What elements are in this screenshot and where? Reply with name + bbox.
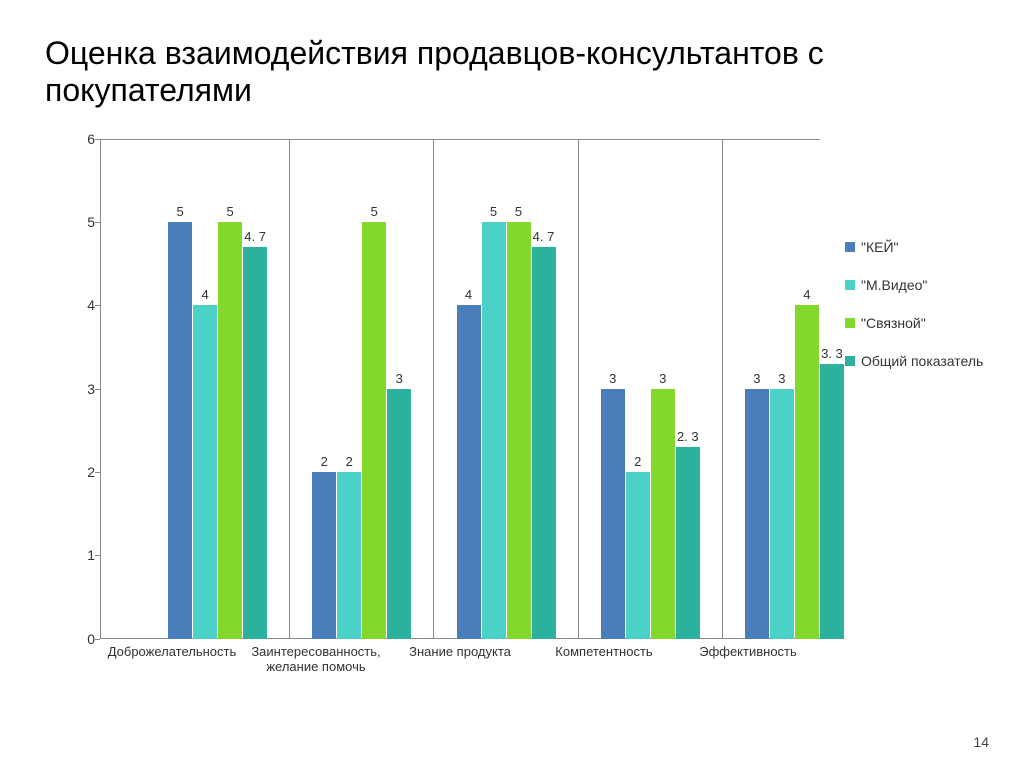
bar-group: 3232. 3 xyxy=(579,139,723,639)
bar-value-label: 2 xyxy=(634,454,641,469)
bar: 4 xyxy=(795,305,819,638)
bar: 5 xyxy=(482,222,506,639)
bar: 3 xyxy=(651,389,675,639)
bar: 3 xyxy=(745,389,769,639)
bar-value-label: 3 xyxy=(753,371,760,386)
bar-value-label: 3 xyxy=(396,371,403,386)
bar: 4. 7 xyxy=(243,247,267,639)
y-tick-label: 2 xyxy=(55,464,95,480)
legend-swatch xyxy=(845,356,855,366)
bar: 4. 7 xyxy=(532,247,556,639)
bar-value-label: 2 xyxy=(346,454,353,469)
bar-group: 2253 xyxy=(290,139,434,639)
bar-value-label: 5 xyxy=(515,204,522,219)
bar-group: 5454. 7 xyxy=(146,139,290,639)
bar: 4 xyxy=(457,305,481,638)
bar-group: 4554. 7 xyxy=(434,139,578,639)
y-tick-mark xyxy=(95,639,100,640)
legend-label: "М.Видео" xyxy=(861,277,927,293)
legend: "КЕЙ" "М.Видео" "Связной" Общий показатель xyxy=(845,239,1005,391)
bar-value-label: 4 xyxy=(803,287,810,302)
bar-value-label: 5 xyxy=(371,204,378,219)
legend-item: Общий показатель xyxy=(845,353,1005,369)
bar-value-label: 2. 3 xyxy=(677,429,699,444)
bar: 2. 3 xyxy=(676,447,700,639)
bar-value-label: 2 xyxy=(321,454,328,469)
bar-value-label: 3. 3 xyxy=(821,346,843,361)
bar-chart: 0123456 5454. 722534554. 73232. 33343. 3… xyxy=(55,139,975,699)
bar: 2 xyxy=(626,472,650,639)
legend-label: "Связной" xyxy=(861,315,926,331)
y-tick-label: 3 xyxy=(55,381,95,397)
bar: 5 xyxy=(362,222,386,639)
legend-item: "Связной" xyxy=(845,315,1005,331)
y-tick-label: 1 xyxy=(55,547,95,563)
bar: 5 xyxy=(168,222,192,639)
page-title: Оценка взаимодействия продавцов-консульт… xyxy=(45,35,979,109)
y-tick-label: 6 xyxy=(55,131,95,147)
bar-value-label: 4. 7 xyxy=(533,229,555,244)
bar: 5 xyxy=(507,222,531,639)
plot-area: 5454. 722534554. 73232. 33343. 3 xyxy=(100,139,820,639)
legend-label: Общий показатель xyxy=(861,353,983,369)
legend-swatch xyxy=(845,242,855,252)
legend-item: "КЕЙ" xyxy=(845,239,1005,255)
bar-value-label: 4 xyxy=(465,287,472,302)
x-axis-label: Компетентность xyxy=(532,644,676,674)
bar: 3 xyxy=(770,389,794,639)
bar-value-label: 4 xyxy=(201,287,208,302)
legend-swatch xyxy=(845,280,855,290)
bar: 5 xyxy=(218,222,242,639)
bar-value-label: 3 xyxy=(659,371,666,386)
bar: 2 xyxy=(337,472,361,639)
x-axis-labels: ДоброжелательностьЗаинтересованность, же… xyxy=(100,644,820,674)
legend-swatch xyxy=(845,318,855,328)
bar-value-label: 3 xyxy=(778,371,785,386)
bar: 3 xyxy=(601,389,625,639)
bar-value-label: 5 xyxy=(490,204,497,219)
bar-value-label: 4. 7 xyxy=(244,229,266,244)
bar-value-label: 5 xyxy=(176,204,183,219)
x-axis-label: Доброжелательность xyxy=(100,644,244,674)
bar-value-label: 3 xyxy=(609,371,616,386)
bar-value-label: 5 xyxy=(226,204,233,219)
bar: 2 xyxy=(312,472,336,639)
y-tick-label: 4 xyxy=(55,297,95,313)
y-tick-label: 5 xyxy=(55,214,95,230)
x-axis-label: Заинтересованность, желание помочь xyxy=(244,644,388,674)
legend-item: "М.Видео" xyxy=(845,277,1005,293)
page-number: 14 xyxy=(973,734,989,750)
bar: 3 xyxy=(387,389,411,639)
bar: 3. 3 xyxy=(820,364,844,639)
x-axis-label: Эффективность xyxy=(676,644,820,674)
x-axis-label: Знание продукта xyxy=(388,644,532,674)
legend-label: "КЕЙ" xyxy=(861,239,899,255)
bar: 4 xyxy=(193,305,217,638)
y-tick-label: 0 xyxy=(55,631,95,647)
